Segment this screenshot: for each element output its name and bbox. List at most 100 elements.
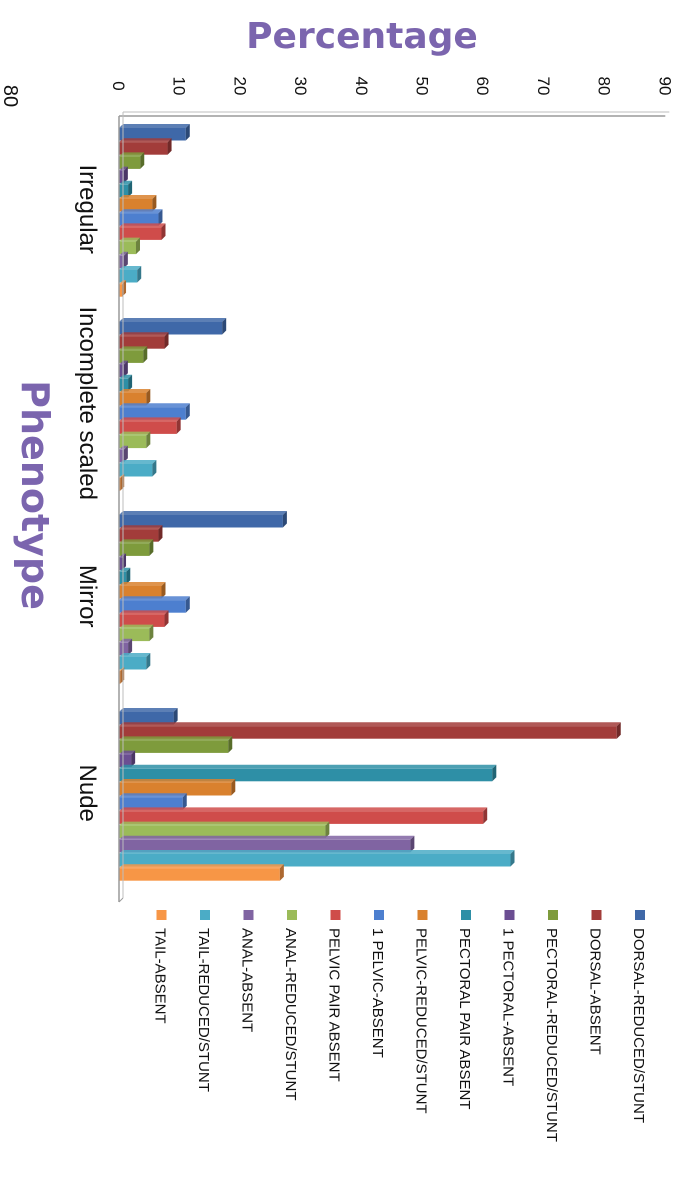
bar-group [119,266,142,283]
y-tick-label: 90 [655,77,674,96]
bar-top [119,779,236,783]
bar-top [119,403,190,408]
bar-top [119,764,497,769]
bar-group [119,764,497,782]
bar [119,199,153,212]
bar-top [119,417,181,422]
bar [119,614,165,627]
legend: DORSAL-REDUCED/STUNT DORSAL-ABSENT PECTORA… [152,910,647,1142]
bar-group [119,460,157,477]
bar-top [119,821,330,826]
category-labels: Irregular Incomplete scaled Mirror Nude [74,165,101,822]
legend-label: PELVIC PAIR ABSENT [326,928,343,1082]
bar-end [282,511,287,528]
y-tick-label: 0 [109,81,128,90]
bar-end [325,821,330,839]
bar-top [119,807,488,812]
legend-label: DORSAL-ABSENT [587,928,604,1055]
bar-top [119,793,187,798]
y-axis-ticks: 0 10 20 30 40 50 60 70 80 90 [109,77,674,96]
bar-group [119,624,154,642]
legend-label: PECTORAL PAIR ABSENT [456,928,473,1109]
bar [119,783,232,796]
bar-group [119,582,166,599]
y-tick-label: 50 [413,77,432,96]
bar-group [119,152,145,169]
bar-top [119,511,287,515]
legend-swatch [330,910,341,920]
bar-top [119,431,151,436]
bar-end [185,596,190,613]
legend-label: ANAL-ABSENT [239,928,256,1032]
bar-group [119,708,178,725]
bar-group [119,835,415,853]
bar [119,515,283,528]
bar [119,628,150,642]
bar-end [128,638,133,656]
bar-group [119,223,166,240]
bar-top [119,596,190,601]
y-tick-label: 80 [595,77,614,96]
bar [119,270,138,283]
bar-group [119,195,157,212]
bar-group [119,525,163,542]
legend-swatch [548,910,558,920]
bar [119,156,141,169]
bar [119,768,493,782]
bar [119,797,183,810]
bar-end [185,403,190,420]
bar-group [119,736,233,753]
bar [119,868,280,881]
bar-group [119,821,330,839]
bar [119,364,124,378]
x-axis-title: Phenotype [13,380,57,610]
bar [119,435,147,449]
y-tick-label: 20 [230,77,249,96]
bar [119,543,150,556]
bar [119,393,147,406]
category-label: Irregular [74,165,101,254]
bar-group [119,596,190,613]
bar-top [119,850,515,854]
bar-end [137,266,142,283]
bar [119,854,511,867]
legend-swatch [417,910,428,920]
bar-top [119,610,169,615]
bar-group [119,610,169,627]
bar-top [119,722,621,727]
bar [119,811,484,824]
bar-end [231,779,236,796]
bar-top [119,318,227,322]
legend-swatch [156,910,167,920]
bar-top [119,525,163,530]
bar [119,350,144,363]
bar-group [119,722,621,739]
y-tick-label: 70 [534,77,553,96]
bar [119,839,411,853]
extra-axis-label: 80 [0,85,21,107]
bar-top [119,567,131,572]
bar-end [149,539,154,556]
bar-top [119,539,154,544]
bar-group [119,237,140,255]
bar-top [119,864,284,869]
bar [119,754,132,768]
bar [119,464,153,477]
bar-end [146,431,151,449]
bar [119,712,174,725]
bar-end [410,835,415,853]
bar [119,170,124,184]
bar-end [128,180,133,198]
bar-top [119,582,166,586]
legend-swatch [504,910,515,920]
y-tick-label: 30 [291,77,310,96]
bar [119,557,123,571]
category-label: Incomplete scaled [74,306,101,499]
bar-end [228,736,233,753]
bar [119,142,168,155]
bar-end [128,374,133,392]
bar-top [119,460,157,464]
bar-end [164,332,169,349]
bar-top [119,195,157,199]
